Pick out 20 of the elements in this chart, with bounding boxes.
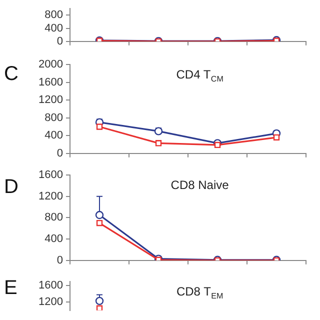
y-tick-label: 1200 (38, 94, 63, 106)
y-tick-label: 0 (56, 147, 63, 160)
y-tick-label: 400 (44, 130, 63, 142)
chart-title: CD8 Naive (170, 178, 230, 192)
y-tick-label: 800 (44, 9, 63, 22)
y-tick-label: 800 (44, 212, 63, 224)
y-tick-label: 1600 (38, 169, 63, 182)
y-tick-label: 0 (56, 35, 63, 48)
y-tick-label: 1600 (38, 280, 63, 292)
text: E (4, 277, 18, 299)
y-tick-label: 1200 (38, 296, 63, 308)
text: D (4, 176, 18, 198)
y-tick-label: 0 (56, 254, 63, 266)
y-tick-label: 800 (44, 112, 63, 124)
y-tick-label: 400 (44, 22, 63, 34)
y-tick-label: 1600 (38, 76, 63, 88)
y-tick-label: 400 (44, 233, 63, 246)
y-tick-label: 1200 (38, 190, 63, 202)
text: C (4, 63, 18, 85)
y-tick-label: 2000 (38, 58, 63, 71)
